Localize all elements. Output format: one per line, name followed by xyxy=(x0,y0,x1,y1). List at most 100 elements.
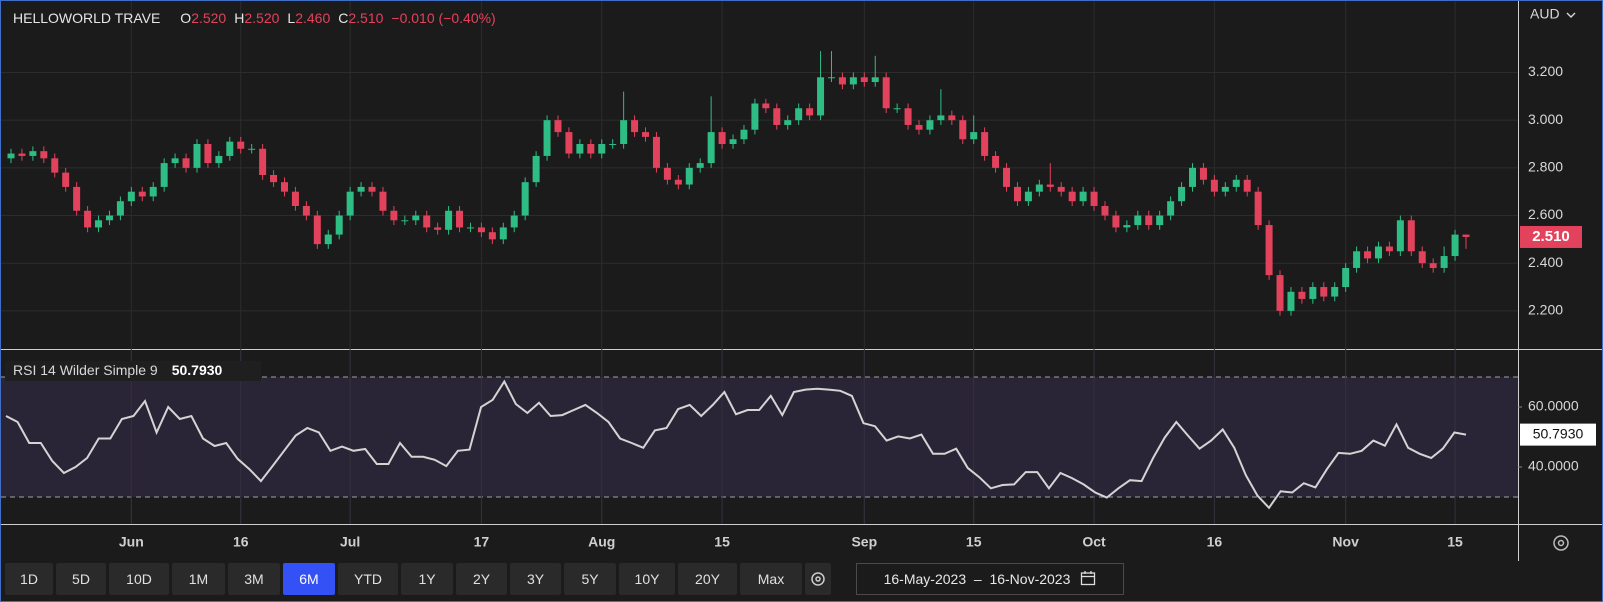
candle-body xyxy=(543,120,551,156)
candle-body xyxy=(1101,205,1109,216)
candle-body xyxy=(499,227,507,240)
range-button[interactable]: 10D xyxy=(109,563,169,595)
candle-body xyxy=(1068,191,1076,202)
candle-body xyxy=(1003,167,1011,187)
candle-body xyxy=(849,77,857,85)
candle-body xyxy=(1221,186,1229,192)
candle-body xyxy=(871,77,879,83)
candle-body xyxy=(248,148,256,150)
candle-body xyxy=(357,186,365,192)
candle-body xyxy=(1276,275,1284,311)
candle-body xyxy=(1243,179,1251,192)
candle-body xyxy=(138,191,146,197)
candle-body xyxy=(1123,225,1131,228)
range-button[interactable]: 1M xyxy=(172,563,225,595)
range-button[interactable]: 1Y xyxy=(401,563,453,595)
candle-body xyxy=(576,144,584,154)
candle-body xyxy=(948,115,956,121)
ohlc-value: 2.520 xyxy=(191,10,226,26)
x-tick-label: 17 xyxy=(474,534,490,550)
range-button[interactable]: 6M xyxy=(283,563,335,595)
range-button[interactable]: 3Y xyxy=(510,563,561,595)
candle-body xyxy=(1189,167,1197,187)
calendar-icon xyxy=(1080,570,1096,589)
range-button[interactable]: 5Y xyxy=(564,563,616,595)
candle-body xyxy=(1462,234,1470,237)
candle-body xyxy=(609,144,617,146)
candle-body xyxy=(84,210,92,228)
candle-body xyxy=(521,182,529,216)
candle-body xyxy=(324,234,332,245)
candle-body xyxy=(1134,215,1142,226)
candle-body xyxy=(335,215,343,235)
candle-body xyxy=(1451,234,1459,257)
candle-body xyxy=(1156,215,1164,226)
candle-body xyxy=(904,108,912,125)
candle-body xyxy=(1265,225,1273,276)
currency-chevron[interactable] xyxy=(1566,12,1576,18)
change-value: −0.010 (−0.40%) xyxy=(391,10,495,26)
x-tick-label: Oct xyxy=(1082,534,1106,550)
candle-body xyxy=(18,153,26,156)
candle-body xyxy=(631,120,639,133)
candle-body xyxy=(1232,179,1240,187)
x-tick-label: Sep xyxy=(851,534,877,550)
candle-body xyxy=(718,132,726,145)
x-tick-label: Nov xyxy=(1332,534,1359,550)
legend: HELLOWORLD TRAVE O2.520 H2.520 L2.460 C2.510… xyxy=(13,10,496,26)
currency: AUD xyxy=(1530,6,1560,22)
y-tick-label: 2.400 xyxy=(1528,254,1563,270)
candle-body xyxy=(510,215,518,228)
candle-body xyxy=(1407,220,1415,252)
candle-body xyxy=(992,155,1000,168)
candle-body xyxy=(423,215,431,228)
candle-body xyxy=(773,108,781,125)
candle-body xyxy=(970,132,978,140)
range-button[interactable]: 5D xyxy=(56,563,106,595)
toolbar: 1D 5D 10D 1M 3M 6M YTD 1Y 2Y 3Y 5Y 10Y 20Y Max 16-May-… xyxy=(5,563,1124,595)
candle-body xyxy=(1364,251,1372,259)
range-button[interactable]: 2Y xyxy=(456,563,507,595)
rsi-legend-bg xyxy=(5,361,261,381)
candle-body xyxy=(915,124,923,130)
range-button[interactable]: YTD xyxy=(338,563,398,595)
chart: AUD Jun 16 Jul 17 Aug 15 Sep 15 Oct 16 Nov 15 2.200 2… xyxy=(1,1,1602,561)
candle-body xyxy=(1331,287,1339,297)
candle-body xyxy=(40,151,48,159)
range-button[interactable]: 10Y xyxy=(619,563,675,595)
candle-body xyxy=(226,141,234,156)
range-button[interactable]: 1D xyxy=(5,563,53,595)
candle-body xyxy=(29,151,37,156)
candle-body xyxy=(554,120,562,133)
y-tick-label: 2.800 xyxy=(1528,159,1563,175)
date-range-text: 16-May-2023 – 16-Nov-2023 xyxy=(883,571,1071,587)
candle-body xyxy=(215,155,223,164)
candle-body xyxy=(959,120,967,140)
range-button[interactable]: 3M xyxy=(228,563,280,595)
candle-body xyxy=(182,158,190,168)
candle-body xyxy=(1090,191,1098,206)
candle-body xyxy=(740,129,748,140)
candle-body xyxy=(587,144,595,154)
candle-body xyxy=(280,182,288,192)
candle-body xyxy=(565,132,573,154)
candle-body xyxy=(1035,184,1043,192)
candle-body xyxy=(95,220,103,228)
settings-button[interactable] xyxy=(805,563,831,595)
candle-body xyxy=(817,77,825,116)
y-tick-label: 3.200 xyxy=(1528,63,1563,79)
range-button[interactable]: Max xyxy=(740,563,802,595)
candle-body xyxy=(412,215,420,221)
range-button[interactable]: 20Y xyxy=(678,563,737,595)
settings-icon[interactable] xyxy=(1553,535,1569,551)
candle-body xyxy=(51,158,59,173)
date-range[interactable]: 16-May-2023 – 16-Nov-2023 xyxy=(856,563,1124,595)
candle-body xyxy=(1167,201,1175,216)
y-tick-label: 2.600 xyxy=(1528,206,1563,222)
candle-body xyxy=(893,108,901,110)
candle-body xyxy=(193,144,201,168)
candle-body xyxy=(401,220,409,222)
candle-body xyxy=(1013,186,1021,202)
